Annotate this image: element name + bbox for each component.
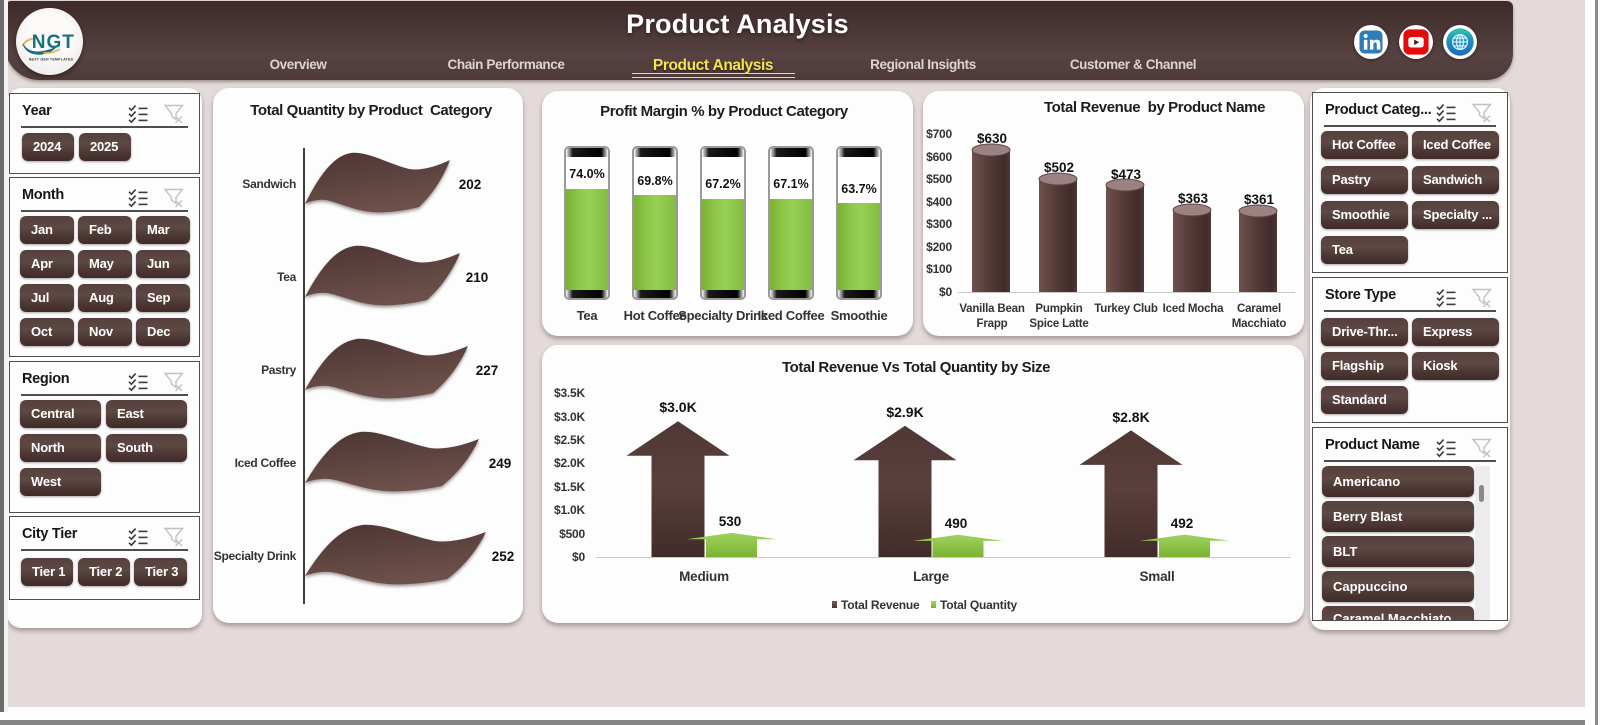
svg-text:NGT: NGT (32, 32, 75, 53)
svg-text:NEXT GEN TEMPLATES: NEXT GEN TEMPLATES (29, 58, 74, 62)
